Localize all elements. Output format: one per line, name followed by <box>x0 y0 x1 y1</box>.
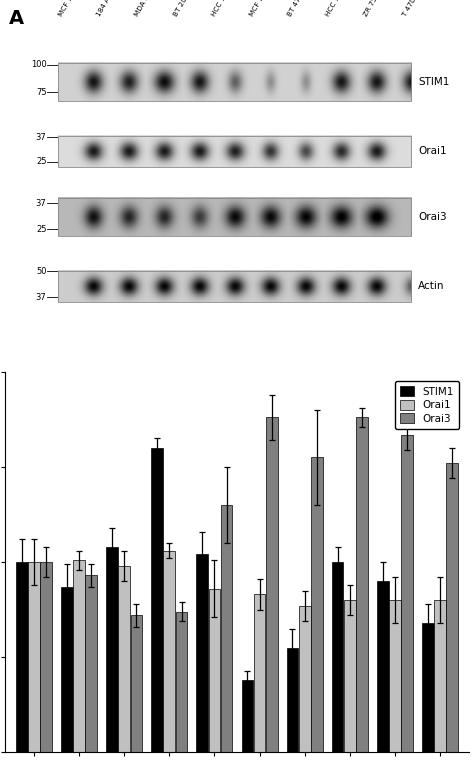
Bar <box>164 551 175 752</box>
Bar <box>242 680 253 752</box>
Text: Orai1: Orai1 <box>418 146 447 157</box>
Text: 37: 37 <box>36 293 46 302</box>
Text: 50: 50 <box>36 267 46 276</box>
Bar <box>106 547 118 752</box>
Bar <box>209 589 220 752</box>
Bar <box>40 562 52 752</box>
Text: Orai3: Orai3 <box>418 212 447 222</box>
Bar <box>16 562 28 752</box>
Bar <box>446 463 458 752</box>
Text: BT 474: BT 474 <box>287 0 305 18</box>
Text: 25: 25 <box>36 157 46 166</box>
Bar <box>58 271 411 302</box>
Bar <box>332 562 344 752</box>
Bar <box>266 417 278 752</box>
Bar <box>176 612 187 752</box>
Bar <box>377 581 389 752</box>
Bar <box>344 600 356 752</box>
Text: Actin: Actin <box>418 281 445 291</box>
Bar <box>58 135 411 166</box>
Text: 100: 100 <box>31 60 46 69</box>
Bar <box>61 587 73 752</box>
Bar <box>389 600 401 752</box>
Text: ZR 751: ZR 751 <box>363 0 382 18</box>
Bar <box>287 648 298 752</box>
Bar <box>254 594 265 752</box>
Bar <box>85 575 97 752</box>
Text: HCC 1937: HCC 1937 <box>210 0 234 18</box>
Bar <box>118 566 130 752</box>
Text: MCF 10A: MCF 10A <box>58 0 79 18</box>
Text: A: A <box>9 9 25 28</box>
Bar <box>73 560 85 752</box>
Bar <box>130 616 142 752</box>
Bar <box>221 505 232 752</box>
Text: MCF 7: MCF 7 <box>248 0 265 18</box>
Bar <box>196 555 208 752</box>
Bar <box>401 435 413 752</box>
Bar <box>422 623 434 752</box>
Bar <box>356 417 368 752</box>
Bar <box>151 448 163 752</box>
Text: 37: 37 <box>36 198 46 207</box>
Text: 184 A1: 184 A1 <box>96 0 114 18</box>
Text: 37: 37 <box>36 133 46 142</box>
Bar <box>58 198 411 236</box>
Legend: STIM1, Orai1, Orai3: STIM1, Orai1, Orai3 <box>395 381 459 429</box>
Bar <box>434 600 446 752</box>
Bar <box>58 63 411 101</box>
Text: STIM1: STIM1 <box>418 77 449 87</box>
Bar <box>311 458 323 752</box>
Text: 25: 25 <box>36 224 46 233</box>
Text: T 47D: T 47D <box>401 0 417 18</box>
Bar <box>28 562 40 752</box>
Text: BT 20: BT 20 <box>172 0 188 18</box>
Text: HCC 1500: HCC 1500 <box>325 0 348 18</box>
Bar <box>299 606 310 752</box>
Text: MDA MB231: MDA MB231 <box>134 0 161 18</box>
Text: 75: 75 <box>36 88 46 97</box>
